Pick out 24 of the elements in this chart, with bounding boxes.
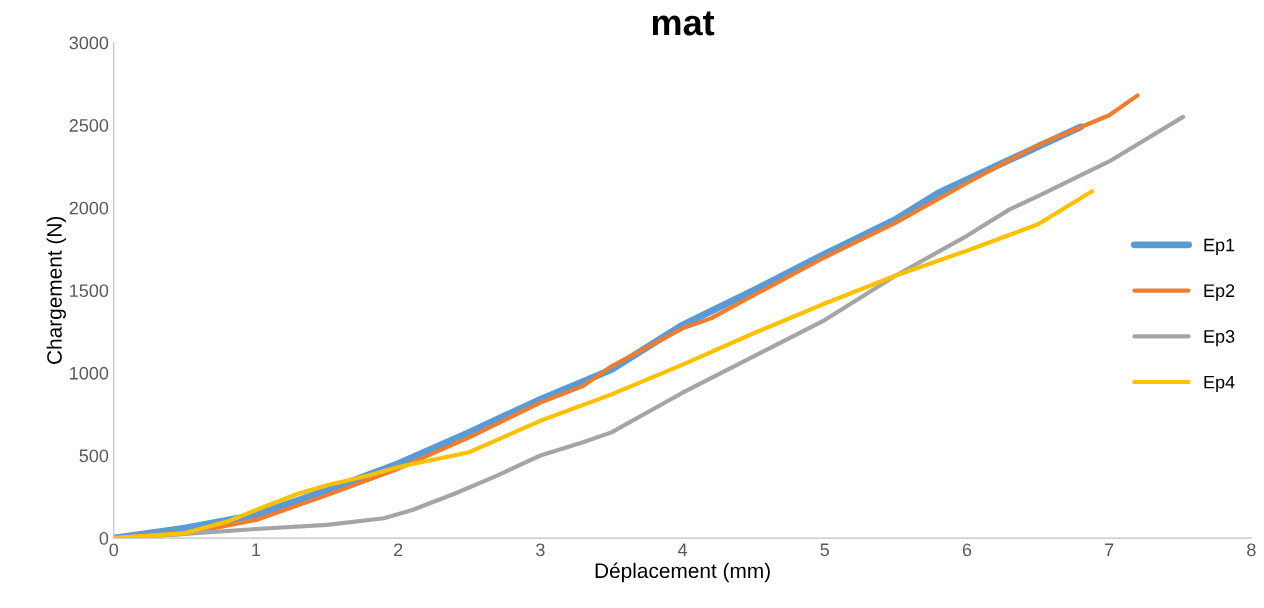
y-tick-label: 0 bbox=[99, 532, 109, 545]
x-tick-label: 5 bbox=[820, 543, 830, 557]
y-tick-label: 1000 bbox=[70, 366, 109, 380]
x-tick-label: 7 bbox=[1105, 543, 1114, 557]
legend-label: Ep4 bbox=[1204, 375, 1235, 393]
legend-label: Ep3 bbox=[1204, 330, 1235, 347]
y-tick-label: 2500 bbox=[69, 119, 109, 132]
x-tick-label: 1 bbox=[252, 543, 261, 557]
x-tick-label: 8 bbox=[1247, 543, 1256, 557]
legend-label: Ep2 bbox=[1204, 284, 1235, 301]
chart-title: mat bbox=[652, 11, 715, 36]
y-tick-label: 3000 bbox=[69, 36, 109, 50]
y-tick-label: 500 bbox=[79, 449, 109, 463]
x-tick-label: 0 bbox=[109, 543, 119, 557]
y-tick-label: 2000 bbox=[69, 201, 109, 215]
x-tick-label: 4 bbox=[677, 543, 688, 557]
y-axis-title: Chargement (N) bbox=[46, 216, 66, 364]
line-series bbox=[113, 189, 1095, 539]
legend-label: Ep1 bbox=[1204, 238, 1235, 255]
x-tick-label: 3 bbox=[536, 543, 545, 557]
y-tick-label: 1500 bbox=[70, 284, 109, 298]
x-tick-label: 2 bbox=[394, 543, 403, 557]
x-axis-title: Déplacement (mm) bbox=[595, 562, 770, 583]
x-tick-label: 6 bbox=[962, 543, 972, 557]
